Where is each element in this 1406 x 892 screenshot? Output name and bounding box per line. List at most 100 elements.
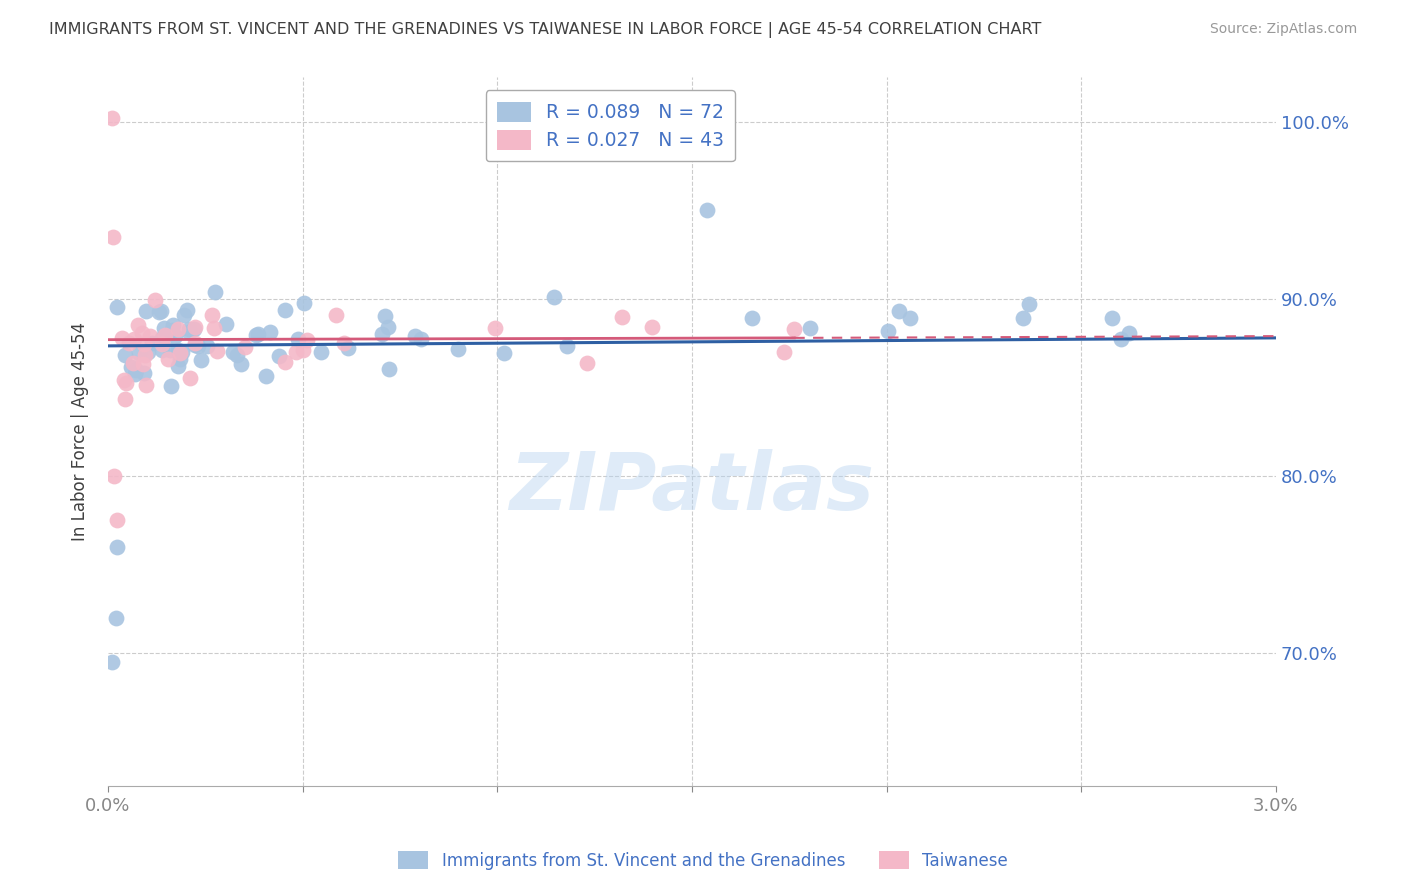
- Point: [125, 363, 148, 377]
- Point: [183, 322, 205, 336]
- Point: [1109, 332, 1132, 346]
- Point: [254, 369, 277, 384]
- Point: [160, 323, 183, 337]
- Point: [179, 371, 201, 385]
- Point: [641, 320, 664, 334]
- Point: [783, 322, 806, 336]
- Point: [152, 331, 174, 345]
- Point: [187, 339, 209, 353]
- Point: [104, 611, 127, 625]
- Y-axis label: In Labor Force | Age 45-54: In Labor Force | Age 45-54: [72, 322, 89, 541]
- Point: [150, 337, 173, 351]
- Point: [167, 322, 190, 336]
- Point: [127, 318, 149, 332]
- Point: [162, 318, 184, 332]
- Point: [799, 321, 821, 335]
- Point: [143, 293, 166, 307]
- Point: [204, 285, 226, 300]
- Point: [226, 348, 249, 362]
- Point: [167, 359, 190, 374]
- Point: [610, 310, 633, 324]
- Point: [179, 325, 201, 339]
- Point: [555, 338, 578, 352]
- Point: [374, 309, 396, 323]
- Point: [409, 332, 432, 346]
- Point: [229, 357, 252, 371]
- Point: [404, 328, 426, 343]
- Point: [576, 356, 599, 370]
- Point: [128, 346, 150, 360]
- Point: [170, 344, 193, 359]
- Point: [150, 303, 173, 318]
- Point: [543, 289, 565, 303]
- Point: [165, 328, 187, 343]
- Point: [153, 321, 176, 335]
- Point: [292, 295, 315, 310]
- Point: [156, 351, 179, 366]
- Point: [155, 327, 177, 342]
- Point: [233, 340, 256, 354]
- Point: [773, 345, 796, 359]
- Point: [247, 327, 270, 342]
- Point: [105, 513, 128, 527]
- Point: [117, 335, 139, 350]
- Point: [202, 321, 225, 335]
- Point: [136, 345, 159, 359]
- Point: [285, 345, 308, 359]
- Point: [1118, 326, 1140, 340]
- Point: [112, 373, 135, 387]
- Point: [114, 392, 136, 406]
- Point: [887, 304, 910, 318]
- Point: [447, 342, 470, 356]
- Point: [124, 332, 146, 346]
- Point: [105, 300, 128, 314]
- Point: [1018, 297, 1040, 311]
- Point: [492, 346, 515, 360]
- Point: [370, 326, 392, 341]
- Point: [377, 320, 399, 334]
- Point: [222, 344, 245, 359]
- Point: [148, 305, 170, 319]
- Point: [101, 655, 124, 669]
- Point: [484, 321, 506, 335]
- Point: [245, 327, 267, 342]
- Point: [120, 359, 142, 374]
- Point: [135, 377, 157, 392]
- Point: [134, 366, 156, 380]
- Point: [337, 341, 360, 355]
- Text: IMMIGRANTS FROM ST. VINCENT AND THE GRENADINES VS TAIWANESE IN LABOR FORCE | AGE: IMMIGRANTS FROM ST. VINCENT AND THE GREN…: [49, 22, 1042, 38]
- Legend: Immigrants from St. Vincent and the Grenadines, Taiwanese: Immigrants from St. Vincent and the Gren…: [392, 845, 1014, 877]
- Point: [134, 348, 156, 362]
- Point: [122, 356, 145, 370]
- Point: [267, 349, 290, 363]
- Point: [132, 357, 155, 371]
- Point: [141, 336, 163, 351]
- Point: [177, 322, 200, 336]
- Point: [1101, 311, 1123, 326]
- Point: [1012, 311, 1035, 326]
- Point: [325, 308, 347, 322]
- Point: [101, 112, 124, 126]
- Point: [333, 336, 356, 351]
- Point: [190, 353, 212, 368]
- Point: [214, 317, 236, 331]
- Point: [169, 351, 191, 366]
- Point: [696, 203, 718, 218]
- Point: [103, 469, 125, 483]
- Point: [101, 230, 124, 244]
- Point: [377, 362, 399, 376]
- Point: [124, 367, 146, 381]
- Point: [131, 326, 153, 340]
- Legend: R = 0.089   N = 72, R = 0.027   N = 43: R = 0.089 N = 72, R = 0.027 N = 43: [485, 90, 735, 161]
- Point: [205, 343, 228, 358]
- Point: [195, 339, 218, 353]
- Point: [183, 338, 205, 352]
- Point: [105, 540, 128, 554]
- Point: [292, 343, 315, 357]
- Point: [741, 310, 763, 325]
- Point: [167, 343, 190, 357]
- Point: [876, 324, 898, 338]
- Point: [297, 333, 319, 347]
- Point: [173, 308, 195, 322]
- Text: ZIPatlas: ZIPatlas: [509, 450, 875, 527]
